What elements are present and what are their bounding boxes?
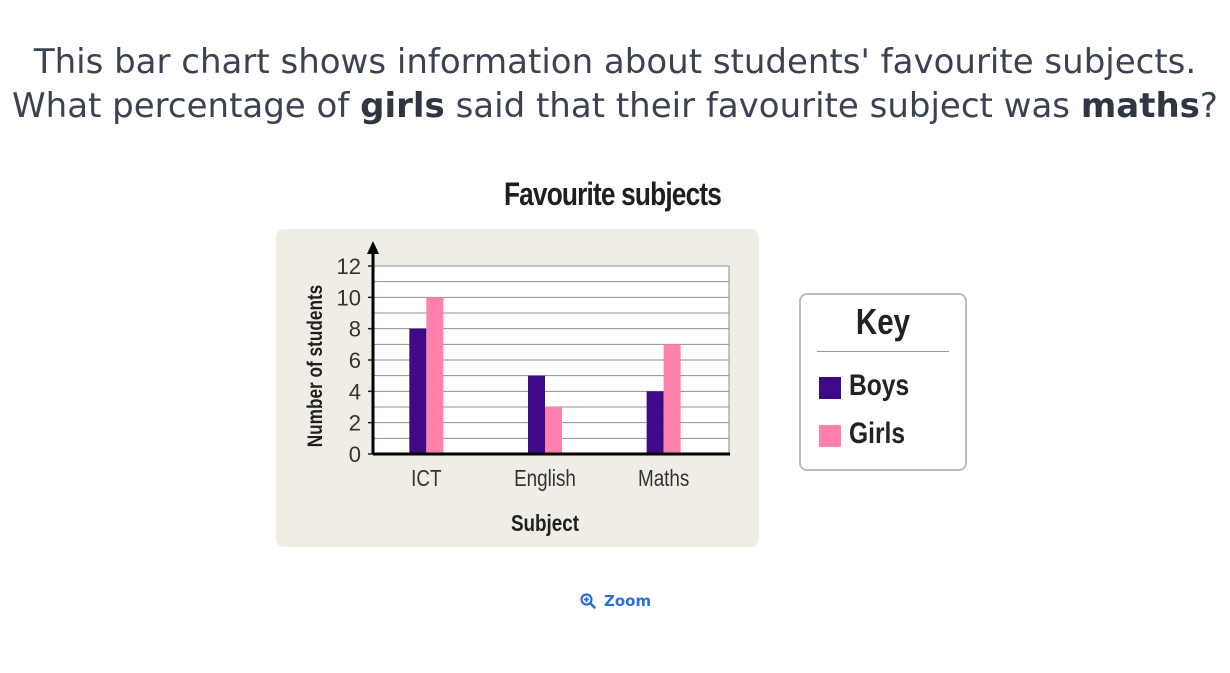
chart-key: Key Boys Girls	[799, 293, 967, 471]
y-tick-label: 0	[349, 442, 361, 467]
question-line-1: This bar chart shows information about s…	[33, 42, 1197, 82]
question-line-2-part-3: ?	[1199, 86, 1218, 126]
bar-boys-english	[528, 375, 545, 454]
bar-boys-maths	[646, 391, 664, 454]
zoom-in-icon	[580, 593, 596, 609]
y-axis-arrow	[367, 241, 379, 254]
bar-girls-maths	[663, 344, 681, 454]
y-tick-label: 12	[337, 254, 361, 279]
x-tick-label-maths: Maths	[638, 466, 689, 491]
key-label-boys: Boys	[849, 369, 910, 402]
x-tick-label-english: English	[514, 466, 576, 491]
bar-girls-ict	[426, 297, 444, 454]
y-tick-label: 8	[349, 317, 361, 342]
key-swatch-girls	[819, 425, 841, 447]
y-tick-label: 10	[337, 285, 361, 310]
key-label-girls: Girls	[849, 417, 906, 450]
zoom-label: Zoom	[604, 592, 652, 610]
question-line-2: What percentage of girls said that their…	[0, 84, 1230, 128]
chart-panel: ICT English Maths 0 2 4 6 8 10 12 Subject Number of…	[276, 229, 759, 547]
x-axis-title: Subject	[511, 511, 579, 536]
key-divider	[817, 351, 949, 352]
bar-girls-english	[545, 407, 562, 454]
y-axis-title: Number of students	[305, 285, 328, 448]
question-emphasis-maths: maths	[1080, 86, 1200, 126]
key-swatch-boys	[819, 377, 841, 399]
question-line-2-part-2: said that their favourite subject was	[444, 86, 1081, 126]
y-tick-label: 2	[349, 411, 361, 436]
y-tick-label: 4	[349, 379, 361, 404]
bar-boys-ict	[409, 328, 427, 454]
key-title: Key	[855, 301, 911, 342]
question-text: This bar chart shows information about s…	[0, 40, 1230, 128]
question-line-2-part-1: What percentage of	[12, 86, 361, 126]
question-emphasis-girls: girls	[360, 86, 445, 126]
x-tick-label-ict: ICT	[411, 466, 442, 491]
zoom-button[interactable]: Zoom	[580, 590, 651, 612]
bar-chart: ICT English Maths 0 2 4 6 8 10 12 Subject Number of…	[305, 241, 730, 536]
chart-title: Favourite subjects	[503, 176, 722, 212]
y-tick-label: 6	[349, 348, 361, 373]
